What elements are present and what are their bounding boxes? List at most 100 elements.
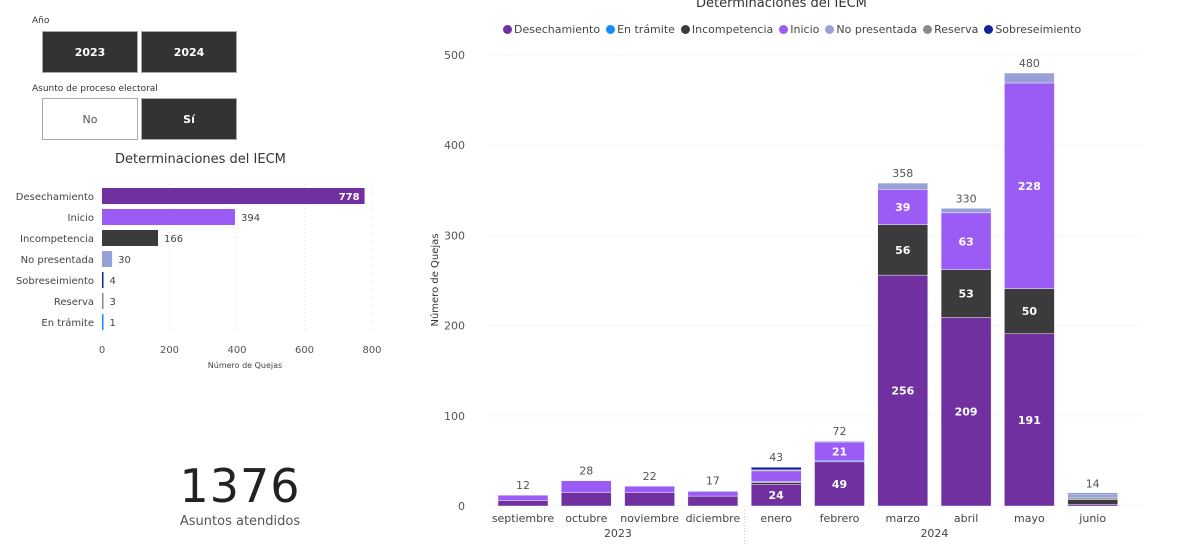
segment-data-label: 39 [895, 201, 910, 214]
month-label: noviembre [620, 512, 679, 525]
data-label: 394 [241, 213, 260, 224]
bar-segment-incompetencia [1004, 288, 1055, 334]
segment-data-label: 228 [1018, 180, 1041, 193]
data-label: 4 [110, 276, 116, 287]
bar-incompetencia [102, 230, 159, 246]
legend-dot-icon [984, 25, 994, 34]
bar-segment-desechamiento [497, 500, 549, 507]
y-tick-label: 200 [444, 320, 465, 333]
year-2023-button[interactable]: 2023 [42, 31, 138, 73]
legend-label: Desechamiento [514, 23, 601, 36]
bar-en-trámite [102, 314, 104, 330]
data-label: 166 [164, 234, 183, 245]
legend-label: No presentada [836, 23, 918, 36]
segment-data-label: 256 [891, 385, 914, 398]
x-tick-label: 0 [99, 345, 105, 356]
bar-inicio [102, 209, 235, 225]
legend-dot-icon [923, 25, 933, 34]
bar-segment-inicio [1004, 82, 1055, 289]
total-data-label: 14 [1086, 477, 1100, 490]
legend-item[interactable]: Inicio [779, 23, 819, 36]
bar-segment-sobreseimiento [1067, 493, 1118, 495]
bar-segment-reserva [1067, 497, 1118, 500]
bar-desechamiento [102, 188, 365, 204]
month-label: abril [954, 512, 978, 525]
bar-segment-desechamiento [814, 461, 865, 507]
bar-segment-no-presentada [814, 440, 865, 443]
legend-label: Inicio [790, 23, 820, 36]
legend-dot-icon [825, 25, 835, 34]
kpi-caption: Asuntos atendidos [179, 514, 301, 529]
bar-segment-sobreseimiento [751, 467, 802, 471]
year-slicer-label: Año [32, 16, 50, 26]
electoral-no-button[interactable]: No [42, 98, 138, 140]
category-label: Incompetencia [20, 234, 94, 245]
legend-item[interactable]: En trámite [606, 23, 675, 36]
category-label: Inicio [68, 213, 94, 224]
x-tick-label: 800 [362, 345, 381, 356]
bar-segment-inicio [624, 485, 675, 493]
year-label: 2024 [920, 527, 948, 540]
y-tick-label: 300 [444, 229, 465, 242]
total-data-label: 17 [706, 475, 720, 488]
bar-segment-desechamiento [940, 317, 992, 507]
bar-segment-inicio [751, 470, 802, 482]
legend-item[interactable]: Sobreseimiento [984, 23, 1081, 36]
legend-label: Incompetencia [691, 23, 774, 36]
legend-item[interactable]: Reserva [923, 23, 978, 36]
segment-data-label: 49 [832, 478, 847, 491]
legend-dot-icon [606, 25, 616, 34]
bar-segment-no-presentada [1004, 72, 1055, 84]
segment-data-label: 21 [832, 445, 847, 458]
bar-segment-no-presentada [687, 490, 739, 492]
total-data-label: 22 [643, 470, 657, 483]
bar-segment-no-presentada [940, 208, 992, 214]
year-2024-button[interactable]: 2024 [141, 31, 237, 73]
hbar-chart: 0 200 400 600 800 Número de Quejas Desechamien… [16, 184, 382, 370]
total-data-label: 358 [892, 167, 913, 180]
data-label: 3 [110, 297, 116, 308]
month-label: diciembre [686, 512, 741, 525]
data-label: 1 [110, 318, 116, 329]
bar-segment-desechamiento [687, 495, 739, 507]
total-data-label: 330 [956, 192, 977, 205]
legend-dot-icon [779, 25, 789, 34]
bar-segment-incompetencia [1067, 499, 1118, 505]
legend-label: Reserva [934, 23, 979, 36]
x-tick-label: 600 [295, 345, 314, 356]
electoral-si-button[interactable]: Sí [141, 98, 237, 140]
segment-data-label: 191 [1018, 414, 1041, 427]
bar-segment-desechamiento [1067, 503, 1118, 507]
hbar-chart-title: Determinaciones del IECM [115, 152, 286, 167]
legend-label: En trámite [617, 23, 675, 36]
bar-segment-inicio [940, 212, 992, 270]
category-label: Sobreseimiento [16, 276, 94, 287]
bar-sobreseimiento [102, 272, 104, 288]
chart-legend: Desechamiento En trámite Incompetencia Inic… [503, 23, 1081, 36]
month-label: enero [760, 512, 792, 525]
legend-dot-icon [680, 25, 690, 34]
data-label: 778 [339, 192, 360, 203]
month-label: mayo [1014, 512, 1045, 525]
bar-segment-inicio [877, 189, 928, 225]
legend-item[interactable]: Desechamiento [503, 23, 600, 36]
month-label: septiembre [492, 512, 555, 525]
bar-segment-no-presentada [1067, 494, 1118, 499]
segment-data-label: 50 [1022, 305, 1038, 318]
y-tick-label: 100 [444, 410, 465, 423]
bar-reserva [102, 293, 104, 309]
month-label: octubre [565, 512, 607, 525]
category-label: Desechamiento [16, 192, 94, 203]
stacked-bar-chart: 0 100 200 300 400 500 Número de Quejas 12 septie… [429, 49, 1140, 546]
year-label: 2023 [604, 527, 632, 540]
bar-segment-inicio [497, 494, 549, 501]
electoral-slicer-label: Asunto de proceso electoral [32, 84, 158, 94]
data-label: 30 [118, 255, 131, 266]
month-label: marzo [886, 512, 921, 525]
total-data-label: 28 [579, 465, 593, 478]
x-axis-title: Número de Quejas [208, 361, 282, 370]
legend-item[interactable]: No presentada [825, 23, 917, 36]
y-axis-title: Número de Quejas [429, 233, 441, 326]
legend-item[interactable]: Incompetencia [680, 23, 774, 36]
y-tick-label: 0 [458, 500, 465, 513]
